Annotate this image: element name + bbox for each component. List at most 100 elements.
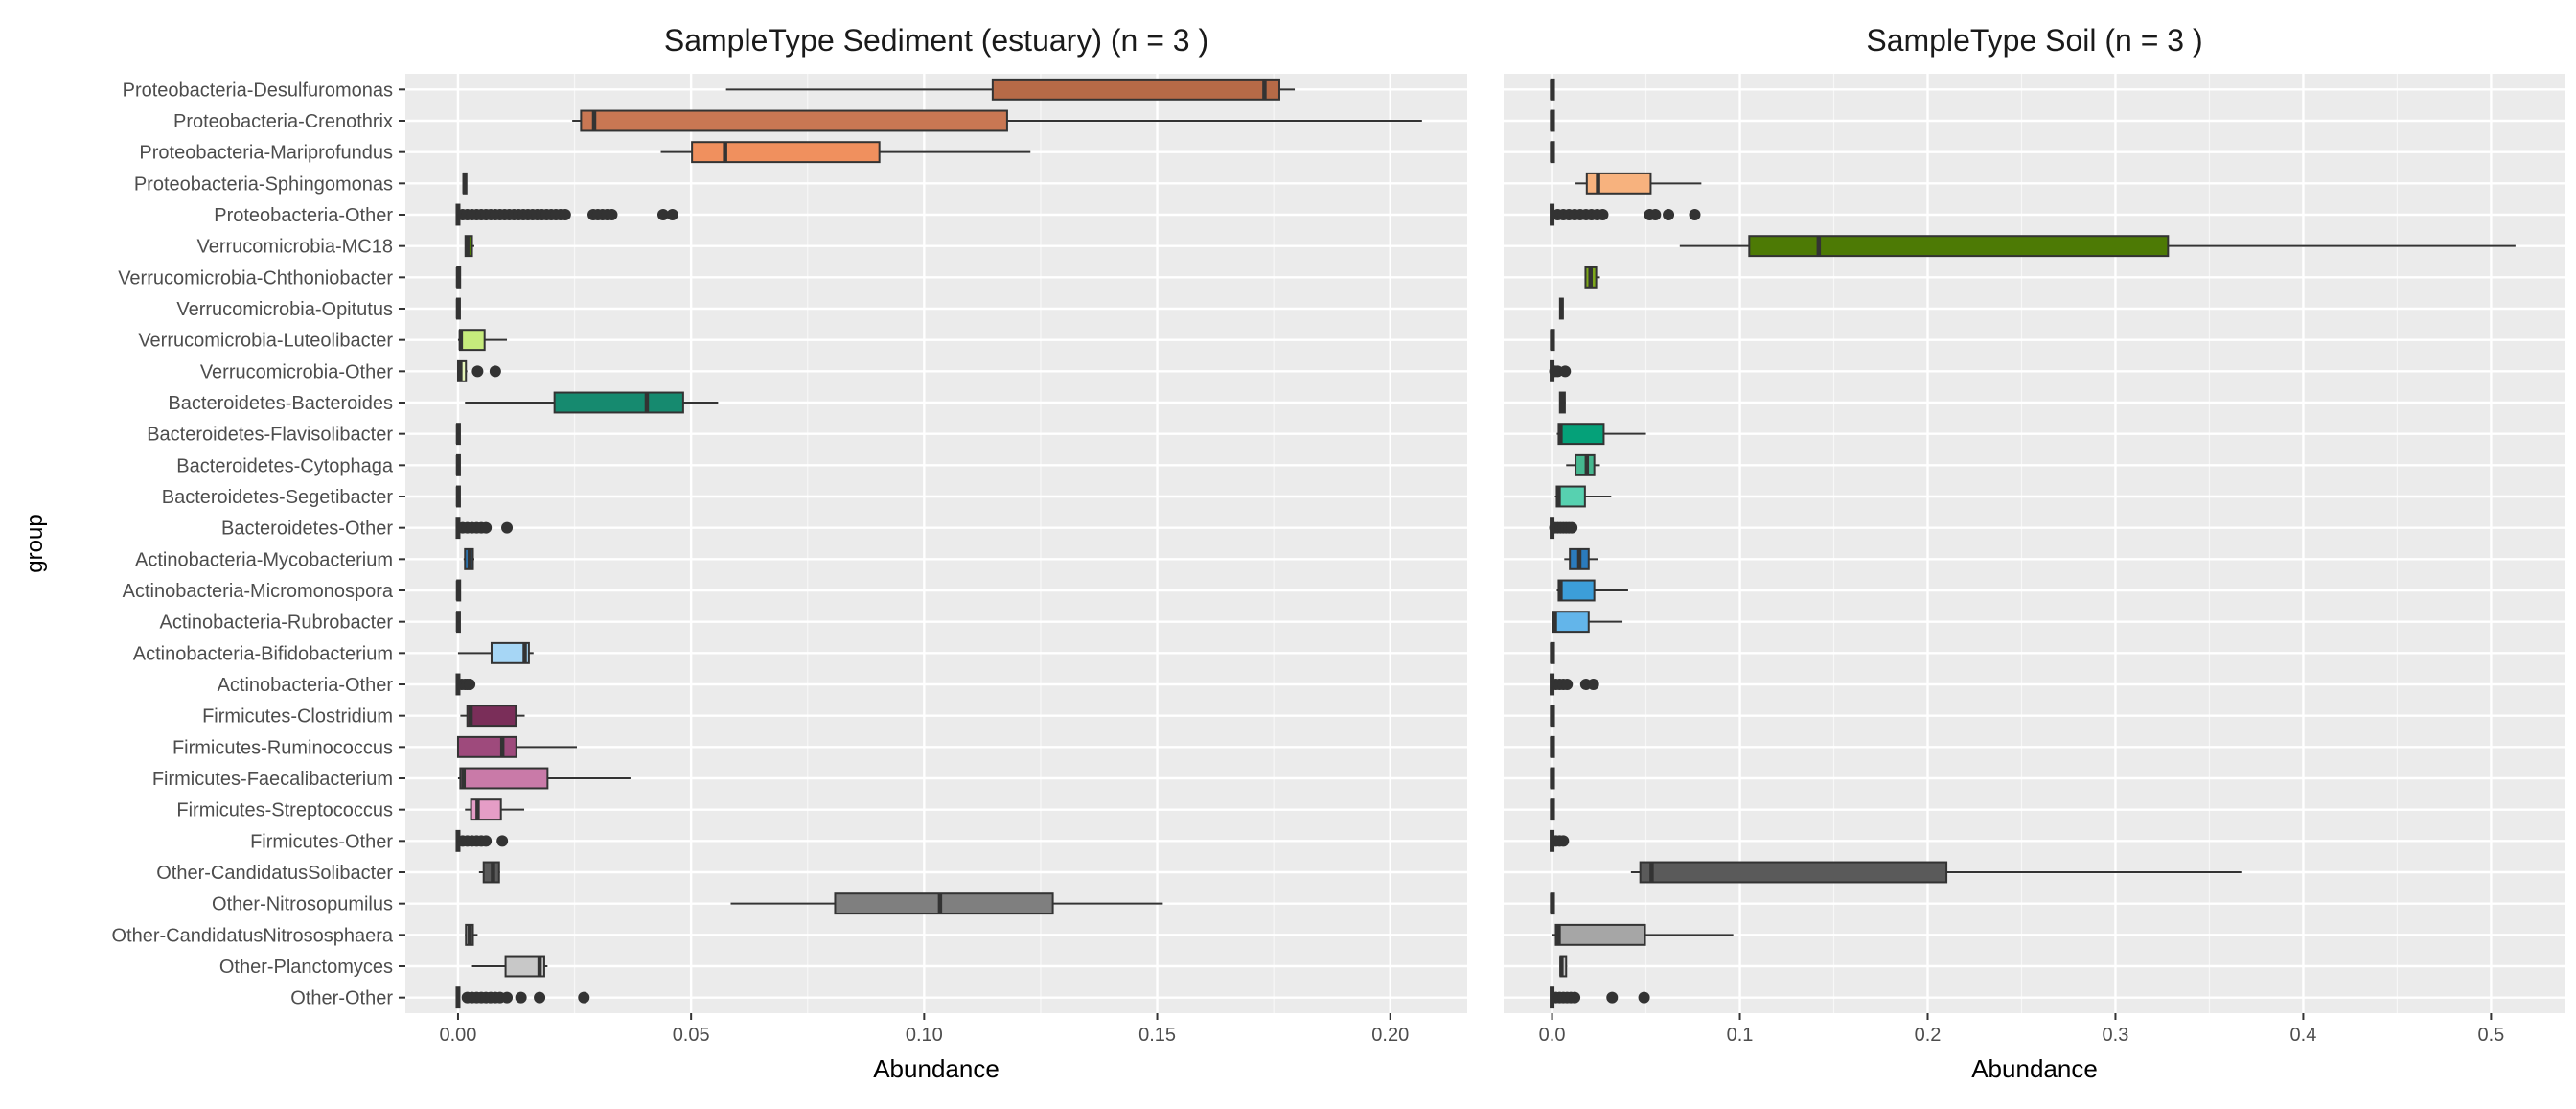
boxplot <box>455 986 590 1009</box>
x-tick-label: 0.05 <box>673 1025 710 1046</box>
boxplot <box>1550 78 1555 101</box>
boxplot <box>456 735 577 758</box>
boxplot <box>572 109 1422 132</box>
x-tick-label: 0.20 <box>1371 1025 1409 1046</box>
outlier-point <box>501 991 514 1004</box>
y-tick-label: Bacteroidetes-Bacteroides <box>168 393 393 414</box>
x-tick-label: 0.10 <box>906 1025 943 1046</box>
boxplot <box>1566 453 1600 476</box>
outlier-point <box>1663 209 1675 220</box>
outlier-point <box>1557 835 1570 847</box>
x-tick-label: 0.15 <box>1138 1025 1176 1046</box>
boxplot <box>464 235 474 258</box>
boxplot <box>1550 203 1701 226</box>
boxplot <box>660 141 1031 164</box>
x-tick-label: 0.5 <box>2477 1025 2504 1046</box>
y-tick-label: Firmicutes-Streptococcus <box>176 800 393 821</box>
boxplot <box>462 172 468 195</box>
boxplot <box>455 203 678 226</box>
boxplot <box>1550 767 1555 790</box>
y-tick-label: Firmicutes-Other <box>250 831 393 852</box>
outlier-point <box>578 991 590 1004</box>
boxplot <box>1558 297 1564 320</box>
outlier-point <box>472 365 484 378</box>
box-body <box>1748 235 2170 258</box>
y-tick-label: Verrucomicrobia-Luteolibacter <box>138 331 393 352</box>
box-body <box>1557 579 1596 602</box>
boxplot <box>455 611 461 634</box>
boxplots <box>1549 78 2516 1009</box>
y-tick-label: Bacteroidetes-Segetibacter <box>162 487 394 508</box>
boxplot <box>1550 705 1555 728</box>
y-axis-label: group <box>22 514 48 572</box>
y-tick-label: Firmicutes-Ruminococcus <box>172 737 393 758</box>
y-tick-label: Firmicutes-Clostridium <box>202 706 393 728</box>
outlier-point <box>501 521 514 534</box>
box-body <box>456 735 518 758</box>
boxplot <box>455 266 462 289</box>
boxplot <box>456 359 501 382</box>
boxplot <box>455 453 461 476</box>
outlier-point <box>496 835 509 847</box>
boxplot <box>1576 172 1702 195</box>
y-tick-label: Other-Other <box>290 988 393 1009</box>
y-tick-label: Verrucomicrobia-MC18 <box>196 237 393 258</box>
boxplot <box>1550 892 1555 915</box>
boxplot <box>730 892 1163 915</box>
outlier-point <box>480 521 493 534</box>
x-tick-label: 0.3 <box>2103 1025 2129 1046</box>
box-body <box>459 767 549 790</box>
boxplot <box>455 297 461 320</box>
y-tick-label: Proteobacteria-Crenothrix <box>173 111 393 132</box>
panels-layer: Proteobacteria-Desulfuromonas Proteobacte… <box>112 23 2565 1083</box>
y-tick-label: Other-Planctomyces <box>219 957 393 978</box>
box-body <box>991 78 1280 101</box>
boxplot <box>465 923 478 946</box>
y-tick-label: Actinobacteria-Bifidobacterium <box>133 643 393 664</box>
y-tick-label: Proteobacteria-Other <box>214 205 393 226</box>
boxplot <box>1550 641 1555 664</box>
x-tick-label: 0.00 <box>439 1025 476 1046</box>
boxplot <box>457 641 534 664</box>
boxplot <box>457 767 631 790</box>
outlier-point <box>1587 679 1599 690</box>
boxplot <box>460 705 525 728</box>
y-tick-label: Other-CandidatusNitrososphaera <box>112 925 394 946</box>
boxplot <box>1630 861 2242 884</box>
box-body <box>1585 172 1652 195</box>
box-body <box>458 329 486 352</box>
y-tick-label: Bacteroidetes-Other <box>221 519 393 540</box>
box-body <box>691 141 881 164</box>
outlier-point <box>606 209 618 220</box>
box-body <box>490 641 530 664</box>
x-axis-label: Abundance <box>1971 1054 2098 1083</box>
box-body <box>553 391 684 414</box>
boxplots <box>455 78 1422 1009</box>
outlier-point <box>666 209 678 220</box>
boxplot <box>465 798 525 821</box>
panel-title: SampleType Soil (n = 3 ) <box>1866 23 2202 58</box>
box-body <box>1554 923 1646 946</box>
boxplot <box>1564 547 1598 570</box>
boxplot <box>1550 798 1555 821</box>
outlier-point <box>515 991 527 1004</box>
boxplot <box>472 955 548 978</box>
y-tick-label: Verrucomicrobia-Other <box>200 361 394 382</box>
x-tick-label: 0.0 <box>1539 1025 1566 1046</box>
boxplot <box>1554 485 1612 508</box>
y-tick-label: Verrucomicrobia-Chthoniobacter <box>118 267 393 289</box>
boxplot <box>725 78 1296 101</box>
boxplot <box>455 517 514 540</box>
y-tick-label: Proteobacteria-Desulfuromonas <box>123 80 393 101</box>
boxplot <box>1558 391 1566 414</box>
outlier-point <box>1566 521 1578 534</box>
y-tick-label: Other-CandidatusSolibacter <box>156 863 393 884</box>
box-body <box>466 705 518 728</box>
y-tick-label: Actinobacteria-Rubrobacter <box>160 612 394 634</box>
boxplot <box>455 485 461 508</box>
y-tick-label: Actinobacteria-Other <box>218 675 394 696</box>
boxplot <box>1550 986 1650 1009</box>
boxplot <box>1552 923 1734 946</box>
y-tick-label: Bacteroidetes-Flavisolibacter <box>147 425 393 446</box>
